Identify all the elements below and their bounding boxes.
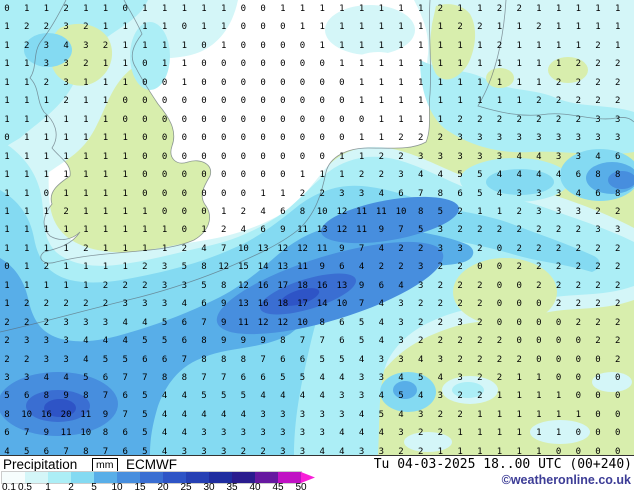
precip-heavy-band — [0, 224, 474, 455]
great-britain-coastline — [29, 0, 212, 264]
precip-band-topright — [420, 60, 634, 155]
precip-moderate-midright — [486, 169, 554, 195]
jutland-interior — [430, 4, 476, 80]
datetime-label: Tu 04-03-2025 18..00 UTC (00+240) — [373, 457, 632, 472]
zealand-island — [548, 57, 588, 83]
legend-colorbar-arrow — [301, 472, 315, 483]
north-sea-clear-patch — [333, 52, 423, 132]
precip-vheavy-core2 — [320, 196, 460, 244]
europe-coastline — [0, 0, 634, 333]
precip-patch-se-core — [452, 382, 484, 398]
precip-vheavy-rightedge — [608, 171, 634, 189]
precip-patch-se3 — [592, 372, 632, 392]
legend-colorbar — [1, 471, 302, 484]
precip-light-topcenter — [325, 5, 415, 55]
precip-patch-se2 — [530, 420, 590, 444]
precip-extreme-core — [280, 288, 320, 306]
copyright-link[interactable]: ©weatheronline.co.uk — [501, 473, 631, 487]
map-title: Precipitation — [3, 457, 78, 472]
legend-scale-labels: 0.1 0.5 1 2 5 10 15 20 25 30 35 40 45 50 — [2, 482, 307, 490]
legend-bar: Precipitation mm ECMWF Tu 04-03-2025 18.… — [0, 455, 634, 490]
precip-heavy-se — [393, 381, 417, 399]
unit-box: mm — [92, 458, 118, 472]
model-label: ECMWF — [126, 457, 177, 472]
precip-patch-se4 — [404, 432, 452, 452]
precip-band-east-scotland — [130, 22, 170, 90]
weather-map — [0, 0, 634, 455]
germany-clear-patch — [453, 258, 557, 326]
precip-moderate-scotland — [24, 33, 72, 67]
precip-extreme-sw — [44, 399, 76, 417]
